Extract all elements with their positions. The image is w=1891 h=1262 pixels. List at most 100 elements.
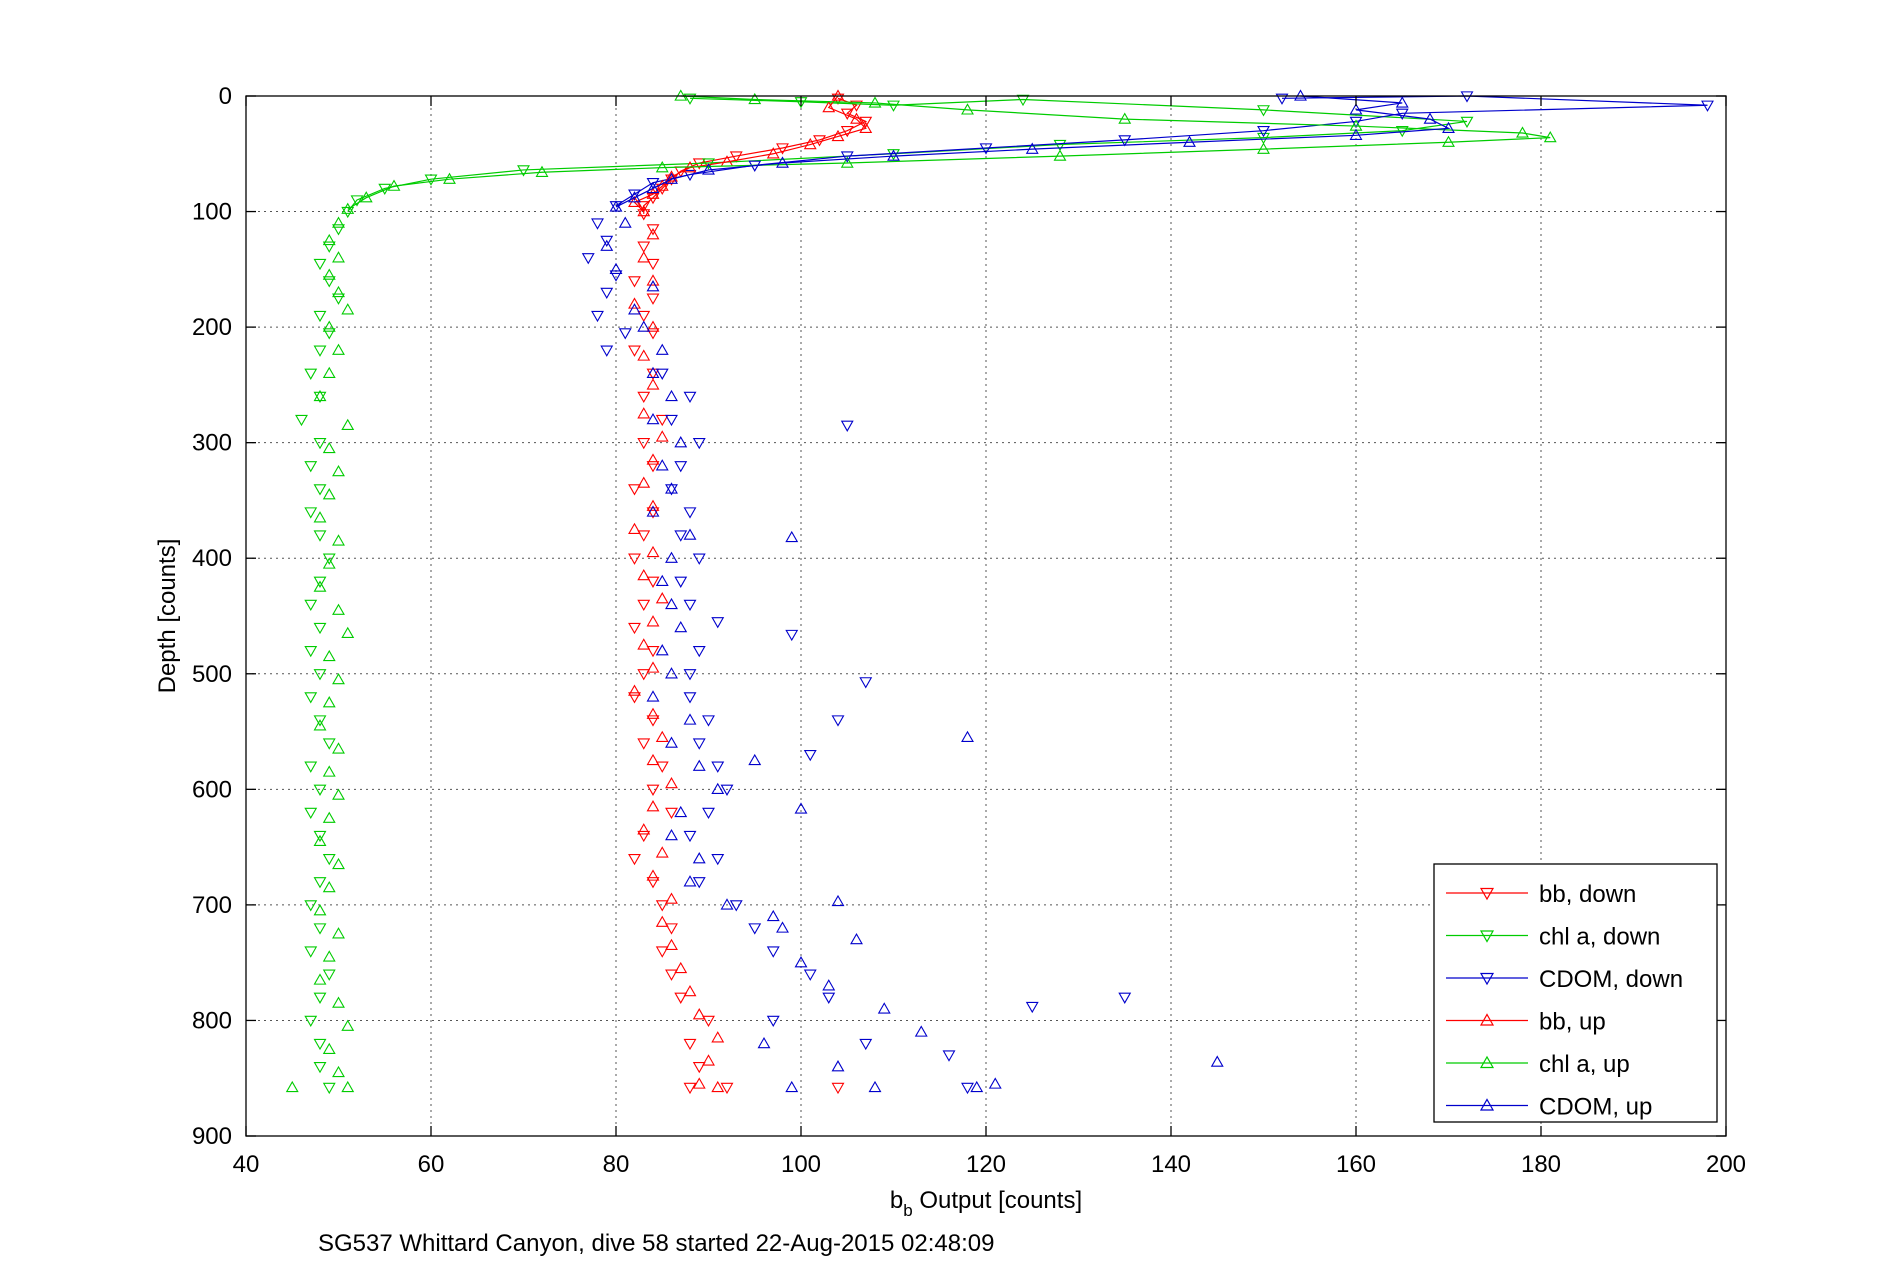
- data-point: [637, 204, 651, 217]
- data-point: [322, 241, 336, 253]
- data-point: [646, 615, 660, 627]
- data-point: [618, 328, 632, 340]
- data-point: [674, 805, 688, 818]
- data-point: [304, 599, 318, 612]
- data-point: [840, 151, 854, 163]
- data-point: [776, 143, 789, 155]
- data-point: [1053, 139, 1067, 152]
- data-point: [674, 961, 688, 974]
- data-point: [646, 378, 660, 390]
- data-point: [1210, 1055, 1224, 1067]
- data-point: [1025, 1001, 1039, 1014]
- data-point: [322, 950, 336, 962]
- data-point: [628, 484, 641, 496]
- data-point: [646, 461, 660, 473]
- y-tick-label: 100: [192, 199, 232, 226]
- data-point: [850, 112, 863, 124]
- series-chl-a-down: [295, 93, 1474, 1095]
- data-point: [600, 239, 614, 251]
- data-point: [646, 753, 660, 766]
- data-point: [637, 830, 651, 843]
- data-point: [1460, 91, 1474, 103]
- data-point: [646, 366, 660, 379]
- data-point: [332, 788, 345, 800]
- data-point: [646, 707, 660, 719]
- data-point: [692, 852, 706, 864]
- data-point: [711, 761, 725, 773]
- data-point: [313, 580, 327, 592]
- data-point: [665, 969, 678, 981]
- data-point: [702, 158, 715, 170]
- data-point: [831, 715, 845, 727]
- data-point: [387, 179, 401, 191]
- data-point: [646, 690, 660, 702]
- data-point: [637, 391, 651, 404]
- data-point: [313, 1038, 327, 1051]
- legend-marker: [1479, 1055, 1495, 1069]
- legend-entry: CDOM, up: [1446, 1094, 1652, 1121]
- data-point: [942, 1050, 956, 1062]
- data-point: [535, 165, 549, 177]
- data-point: [1349, 128, 1363, 140]
- x-tick-label: 180: [1521, 1151, 1561, 1178]
- legend: bb, down chl a, down CDOM, down bb, up chl a…: [1433, 863, 1718, 1123]
- data-point: [322, 557, 336, 569]
- data-point: [581, 253, 595, 265]
- data-point: [961, 730, 974, 743]
- data-point: [692, 1008, 706, 1020]
- data-point: [332, 742, 345, 754]
- data-point: [313, 389, 327, 402]
- data-point: [313, 345, 327, 357]
- data-point: [822, 979, 836, 991]
- data-point: [443, 172, 456, 184]
- data-point: [313, 484, 327, 496]
- y-tick-label: 900: [192, 1123, 232, 1150]
- data-point: [868, 1080, 882, 1093]
- data-point: [332, 343, 345, 355]
- data-point: [655, 644, 669, 656]
- data-point: [655, 592, 669, 604]
- data-point: [655, 915, 669, 927]
- legend-label: CDOM, up: [1539, 1094, 1652, 1121]
- data-point: [628, 553, 641, 565]
- data-point: [665, 923, 678, 935]
- x-tick-label: 200: [1706, 1151, 1746, 1178]
- data-point: [332, 857, 345, 870]
- data-point: [674, 436, 688, 448]
- legend-label: chl a, down: [1539, 924, 1660, 951]
- data-point: [803, 137, 817, 150]
- legend-box: [1433, 863, 1718, 1123]
- data-point: [350, 195, 364, 207]
- data-point: [322, 276, 336, 288]
- data-point: [655, 430, 669, 442]
- data-point: [646, 505, 660, 517]
- data-point: [628, 622, 641, 635]
- data-point: [637, 530, 651, 542]
- chart-caption: SG537 Whittard Canyon, dive 58 started 2…: [318, 1230, 994, 1257]
- legend-entry: bb, up: [1446, 1009, 1606, 1036]
- data-point: [683, 875, 697, 887]
- data-point: [332, 293, 345, 305]
- data-point: [655, 368, 669, 380]
- data-point: [313, 784, 327, 796]
- data-point: [637, 476, 651, 488]
- data-point: [674, 620, 688, 633]
- data-point: [313, 437, 327, 450]
- data-point: [803, 749, 817, 762]
- data-point: [637, 320, 651, 332]
- data-point: [831, 89, 845, 101]
- data-point: [646, 177, 660, 190]
- data-point: [859, 677, 873, 689]
- data-point: [628, 853, 641, 866]
- data-point: [322, 1082, 336, 1095]
- data-point: [637, 823, 651, 835]
- data-point: [637, 437, 651, 450]
- data-point: [285, 1080, 299, 1093]
- x-axis-label-rest: Output [counts]: [913, 1187, 1082, 1214]
- data-point: [785, 530, 799, 543]
- data-point: [637, 201, 651, 213]
- series-cdom-up: [600, 89, 1455, 1093]
- data-point: [1349, 116, 1363, 129]
- data-point: [637, 738, 651, 750]
- data-point: [711, 1080, 725, 1093]
